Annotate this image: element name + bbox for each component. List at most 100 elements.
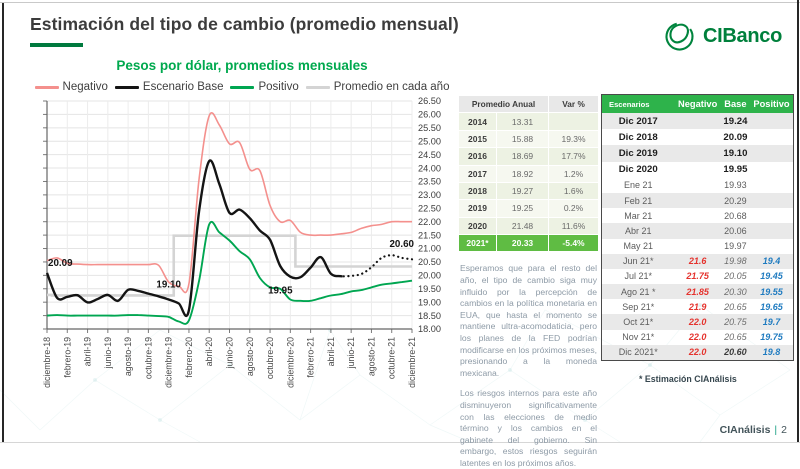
y-tick-label: 21.00 (418, 244, 441, 254)
scenarios-cell-base: 19.24 (720, 113, 751, 130)
window-left-edge (2, 3, 4, 443)
annual-cell-var: 19.3% (549, 130, 598, 148)
y-tick-label: 20.50 (418, 257, 441, 267)
scenarios-cell-neg (674, 192, 721, 209)
annual-cell-var: 17.7% (549, 148, 598, 165)
scenarios-cell-lbl: Jun 21* (601, 253, 675, 269)
y-tick-label: 20.00 (418, 271, 441, 281)
annual-cell-year: 2015 (459, 130, 496, 148)
scenarios-cell-base: 19.95 (723, 164, 748, 176)
top-rule (0, 2, 800, 3)
annual-cell-var: 11.6% (549, 217, 598, 234)
page-footer: CIAnálisis | 2 (720, 424, 787, 436)
footer-brand: CIAnálisis (719, 424, 771, 436)
legend-swatch (114, 85, 139, 89)
scenarios-cell-pos: 19.4 (750, 253, 794, 269)
legend-label: Negativo (62, 81, 108, 93)
annual-cell-var: -5.4% (549, 235, 598, 252)
scenarios-cell-lbl: Dic 2020 (618, 164, 658, 176)
footer-separator: | (774, 424, 778, 436)
y-tick-label: 21.50 (418, 230, 441, 240)
exchange-rate-line-chart: 18.00 18.50 19.00 19.50 20.00 20.50 21.00 21.50… (42, 96, 441, 388)
series-promedio-anual (47, 234, 412, 297)
x-tick-label: agosto-20 (245, 337, 255, 376)
scenarios-cell-neg: 21.9 (688, 301, 707, 312)
scenarios-cell-lbl: Nov 21* (622, 332, 655, 343)
scenarios-table-row: Jul 21* 21.75 20.05 19.45 (602, 269, 794, 284)
annual-cell-var: 1.2% (549, 165, 598, 182)
scenarios-cell-base: 20.65 (724, 332, 747, 343)
x-tick-label: abril-21 (326, 337, 336, 366)
scenarios-cell-pos (750, 223, 794, 239)
legend-item: Positivo (230, 81, 299, 93)
annual-table-row: 2016 18.69 17.7% (459, 148, 598, 165)
x-tick-label: junio-21 (346, 337, 356, 369)
scenarios-cell-neg: 21.6 (674, 253, 721, 269)
annual-cell-var: 1.6% (549, 182, 598, 200)
scenarios-header-base: Base (720, 94, 751, 113)
chart-section: Pesos por dólar, promedios mensuales Neg… (22, 56, 462, 431)
annual-cell-value: 18.92 (497, 165, 549, 182)
x-tick-label: febrero-19 (62, 337, 72, 378)
scenarios-table: Escenarios Negativo Base Positivo Dic 2017 19… (601, 94, 794, 361)
x-tick-label: agosto-19 (123, 337, 133, 376)
scenarios-table-row: Ago 21 * 21.85 20.30 19.55 (601, 284, 794, 300)
data-label: 19.10 (156, 279, 181, 290)
scenarios-cell-base: 20.06 (720, 223, 751, 239)
commentary-paragraph-2: Los riesgos internos para este año dismi… (460, 388, 597, 468)
legend-label: Escenario Base (142, 81, 224, 93)
data-label: 19.95 (268, 286, 293, 297)
chart-title: Pesos por dólar, promedios mensuales (116, 58, 368, 73)
legend-label: Promedio en cada año (333, 81, 450, 93)
scenarios-cell-base: 20.30 (720, 284, 751, 300)
scenarios-header-row: Escenarios Negativo Base Positivo (601, 94, 794, 113)
cibanco-logo-text: CIBanco (702, 24, 782, 47)
x-tick-label: octubre-21 (387, 337, 397, 379)
y-tick-label: 24.50 (418, 150, 441, 160)
scenarios-section: Escenarios Negativo Base Positivo Dic 2017 19… (601, 94, 794, 384)
y-tick-label: 25.50 (418, 123, 441, 133)
scenarios-cell-lbl: Dic 2019 (601, 145, 675, 162)
annual-average-table: Promedio Anual Var % 2014 13.31 2015 15.88 19.… (458, 95, 599, 252)
annual-cell-value: 19.25 (497, 200, 549, 217)
scenarios-cell-pos: 19.55 (750, 284, 794, 300)
x-tick-label: junio-19 (103, 337, 113, 369)
scenarios-cell-neg: 21.75 (686, 271, 709, 282)
legend-item: Negativo (34, 81, 108, 93)
scenarios-cell-base: 19.93 (724, 180, 747, 191)
annual-cell-year: 2016 (459, 148, 496, 165)
x-tick-label: febrero-21 (306, 337, 316, 378)
annual-header-var: Var % (549, 96, 598, 113)
x-tick-label: octubre-19 (143, 337, 153, 379)
window-right-edge (797, 0, 799, 443)
scenarios-table-row: Oct 21* 22.0 20.75 19.7 (601, 314, 794, 330)
scenarios-cell-pos: 19.65 (760, 301, 783, 312)
scenarios-table-row: May 21 19.97 (602, 239, 794, 254)
annual-cell-year: 2021* (459, 235, 496, 252)
x-tick-label: febrero-20 (184, 337, 194, 378)
annual-cell-value: 13.31 (497, 113, 549, 130)
scenarios-cell-lbl: Dic 2017 (601, 113, 675, 130)
x-tick-label: diciembre-19 (164, 337, 174, 388)
footer-page-number: 2 (781, 424, 787, 436)
scenarios-cell-base: 19.97 (724, 241, 747, 252)
scenarios-cell-pos: 19.8 (750, 344, 794, 361)
estimation-footnote: * Estimación CIAnálisis (639, 374, 737, 384)
scenarios-cell-pos (750, 208, 793, 223)
scenarios-cell-pos: 19.7 (750, 314, 794, 330)
scenarios-cell-base: 19.98 (720, 253, 751, 269)
annual-cell-year: 2017 (459, 165, 496, 182)
annual-cell-var: 0.2% (549, 200, 598, 217)
scenarios-cell-neg (674, 208, 720, 223)
y-tick-label: 23.50 (418, 177, 441, 187)
scenarios-table-row: Dic 2021* 22.0 20.60 19.8 (601, 344, 794, 361)
x-tick-label: agosto-21 (366, 337, 376, 376)
title-underline (30, 43, 83, 47)
x-tick-label: abril-19 (83, 337, 93, 366)
scenarios-cell-neg (674, 239, 720, 254)
x-tick-label: octubre-20 (265, 337, 275, 379)
scenarios-cell-lbl: Ago 21 * (601, 284, 675, 300)
annual-cell-year: 2020 (459, 217, 496, 234)
scenarios-cell-lbl: Mar 21 (624, 210, 653, 221)
